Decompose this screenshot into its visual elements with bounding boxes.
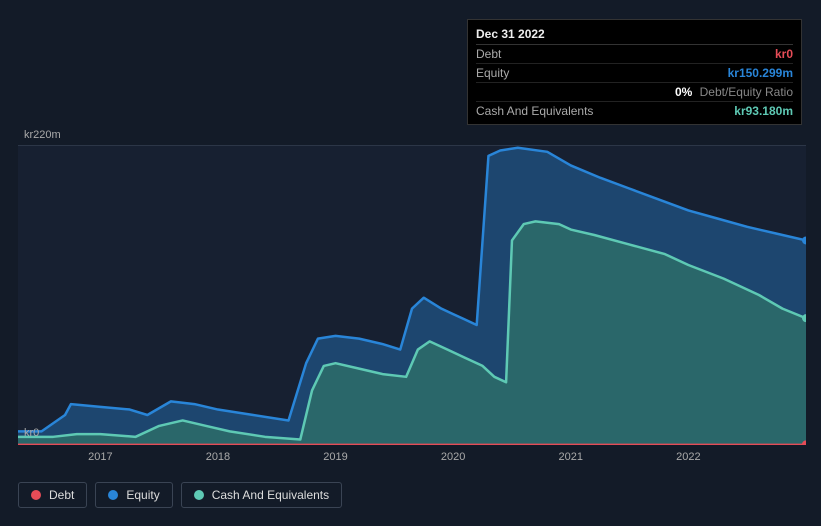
tooltip-row-value: kr93.180m xyxy=(734,104,793,118)
tooltip-row-value: kr150.299m xyxy=(728,66,793,80)
tooltip-date: Dec 31 2022 xyxy=(476,24,793,45)
x-axis-label: 2021 xyxy=(559,451,583,463)
legend-item-equity[interactable]: Equity xyxy=(95,482,172,508)
chart-tooltip: Dec 31 2022 Debt kr0 Equity kr150.299m 0% De… xyxy=(467,19,802,125)
legend-swatch xyxy=(108,490,118,500)
legend-label: Cash And Equivalents xyxy=(212,488,329,502)
tooltip-row: 0% Debt/Equity Ratio xyxy=(476,83,793,102)
tooltip-row-label: Cash And Equivalents xyxy=(476,104,593,118)
legend-swatch xyxy=(31,490,41,500)
y-axis-label: kr220m xyxy=(24,129,61,141)
chart-plot-area xyxy=(18,145,806,445)
legend-item-debt[interactable]: Debt xyxy=(18,482,87,508)
y-axis-label: kr0 xyxy=(24,427,39,439)
chart-legend: Debt Equity Cash And Equivalents xyxy=(18,482,342,508)
legend-label: Debt xyxy=(49,488,74,502)
tooltip-row: Equity kr150.299m xyxy=(476,64,793,83)
chart-svg xyxy=(18,145,806,445)
tooltip-row-label: Equity xyxy=(476,66,509,80)
legend-label: Equity xyxy=(126,488,159,502)
x-axis-label: 2022 xyxy=(676,451,700,463)
x-axis-label: 2019 xyxy=(323,451,347,463)
x-axis-label: 2018 xyxy=(206,451,230,463)
legend-item-cash[interactable]: Cash And Equivalents xyxy=(181,482,342,508)
legend-swatch xyxy=(194,490,204,500)
tooltip-row-value: 0% Debt/Equity Ratio xyxy=(675,85,793,99)
tooltip-row-label: Debt xyxy=(476,47,501,61)
x-axis-label: 2020 xyxy=(441,451,465,463)
tooltip-row-value: kr0 xyxy=(775,47,793,61)
tooltip-row: Debt kr0 xyxy=(476,45,793,64)
x-axis-label: 2017 xyxy=(88,451,112,463)
tooltip-row: Cash And Equivalents kr93.180m xyxy=(476,102,793,120)
